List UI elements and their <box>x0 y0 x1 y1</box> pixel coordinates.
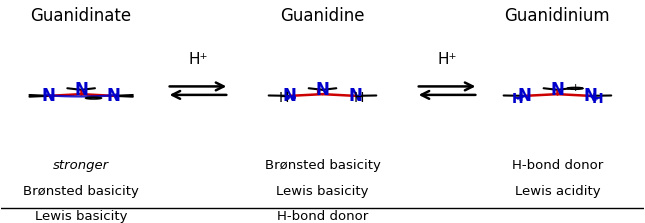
Text: Brønsted basicity: Brønsted basicity <box>23 185 139 198</box>
Text: Lewis basicity: Lewis basicity <box>35 210 128 223</box>
Text: N: N <box>74 81 88 99</box>
Text: Guanidinium: Guanidinium <box>504 6 610 25</box>
Text: stronger: stronger <box>53 159 109 172</box>
Text: H⁺: H⁺ <box>188 52 208 68</box>
Text: H⁺: H⁺ <box>437 52 457 68</box>
Text: Lewis acidity: Lewis acidity <box>515 185 600 198</box>
Text: N: N <box>583 87 597 105</box>
Text: +: + <box>570 83 580 93</box>
Text: N: N <box>283 87 297 105</box>
Text: N: N <box>550 81 564 99</box>
Text: N: N <box>42 87 55 105</box>
Text: Guanidine: Guanidine <box>280 6 365 25</box>
Text: Lewis basicity: Lewis basicity <box>276 185 369 198</box>
Text: Guanidinate: Guanidinate <box>30 6 132 25</box>
Text: N: N <box>518 87 531 105</box>
Text: N: N <box>348 87 362 105</box>
Text: N: N <box>315 81 330 99</box>
Text: H-bond donor: H-bond donor <box>511 159 603 172</box>
Text: H: H <box>591 92 603 106</box>
Text: H: H <box>512 92 524 106</box>
Text: H-bond donor: H-bond donor <box>277 210 368 223</box>
Text: H: H <box>353 91 364 105</box>
Text: Brønsted basicity: Brønsted basicity <box>264 159 381 172</box>
Text: −: − <box>89 93 98 103</box>
Text: N: N <box>107 87 121 105</box>
Text: H: H <box>279 91 289 105</box>
